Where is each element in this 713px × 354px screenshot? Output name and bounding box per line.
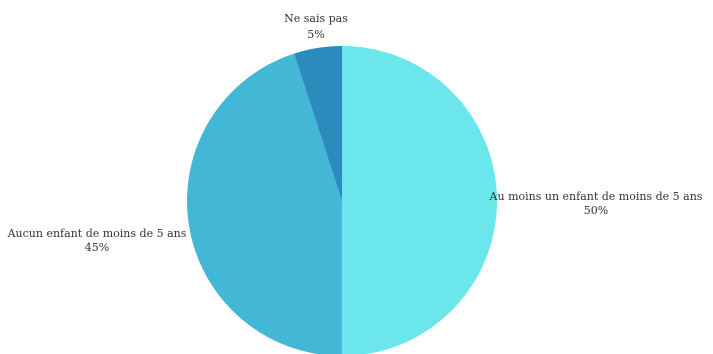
slice-label-name: Ne sais pas: [284, 12, 348, 25]
slice-label-percent: 5%: [307, 28, 324, 41]
slice-label-name: Au moins un enfant de moins de 5 ans: [489, 190, 703, 203]
slice-label-group-2: Ne sais pas 5%: [284, 12, 348, 41]
pie-slice-2: [294, 46, 342, 201]
pie-slice-0: [342, 46, 497, 354]
pie-slice-1: [187, 53, 342, 354]
slice-label-group-1: Aucun enfant de moins de 5 ans 45%: [7, 227, 187, 254]
slice-label-name: Aucun enfant de moins de 5 ans: [7, 227, 187, 240]
slice-label-percent: 45%: [85, 241, 109, 254]
slice-label-percent: 50%: [584, 204, 608, 217]
slice-label-group-0: Au moins un enfant de moins de 5 ans 50%: [489, 190, 703, 217]
pie-slices: [187, 46, 497, 354]
